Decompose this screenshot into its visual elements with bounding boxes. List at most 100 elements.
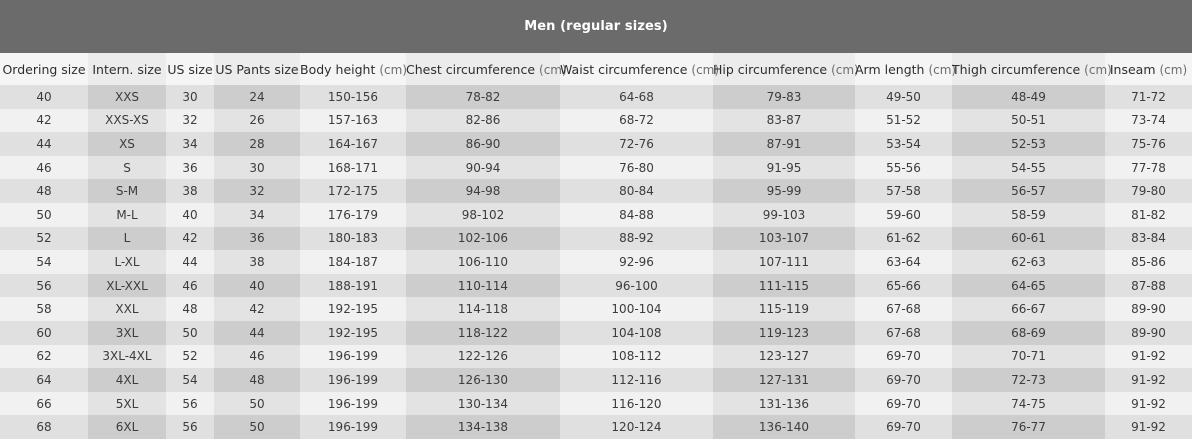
size-chart: Men (regular sizes) Ordering size Intern.… xyxy=(0,0,1192,439)
table-cell: 3XL xyxy=(88,320,166,345)
table-cell: 102-106 xyxy=(406,226,560,251)
table-cell: 46 xyxy=(166,273,214,298)
table-cell: 50 xyxy=(214,415,300,439)
table-row: 62 3XL-4XL 52 46 196-199 122-126 108-112 123-12… xyxy=(0,344,1192,369)
table-cell: 48 xyxy=(166,297,214,321)
table-cell: 67-68 xyxy=(855,320,952,345)
table-cell: 67-68 xyxy=(855,297,952,321)
table-cell: 94-98 xyxy=(406,179,560,203)
table-cell: 72-76 xyxy=(560,132,713,156)
table-cell: 172-175 xyxy=(300,179,406,203)
table-cell: 81-82 xyxy=(1105,202,1192,227)
column-header-label: Inseam xyxy=(1109,61,1156,77)
table-cell: 104-108 xyxy=(560,320,713,345)
table-cell: 87-91 xyxy=(713,132,855,156)
table-cell: 44 xyxy=(214,320,300,345)
table-cell: 48-49 xyxy=(952,85,1105,109)
table-cell: L xyxy=(88,226,166,251)
table-cell: 48 xyxy=(214,368,300,392)
table-cell: 30 xyxy=(166,85,214,109)
table-cell: 26 xyxy=(214,108,300,133)
table-cell: 84-88 xyxy=(560,202,713,227)
column-header-unit: (cm) xyxy=(928,62,957,77)
table-cell: 115-119 xyxy=(713,297,855,321)
table-cell: 168-171 xyxy=(300,155,406,180)
table-cell: 34 xyxy=(166,132,214,156)
table-cell: 89-90 xyxy=(1105,320,1192,345)
table-cell: 71-72 xyxy=(1105,85,1192,109)
table-cell: 42 xyxy=(166,226,214,251)
column-header-unit: (cm) xyxy=(1159,62,1188,77)
table-cell: XS xyxy=(88,132,166,156)
table-cell: 70-71 xyxy=(952,344,1105,369)
table-cell: 69-70 xyxy=(855,391,952,416)
column-header-unit: (cm) xyxy=(539,62,567,77)
table-cell: 196-199 xyxy=(300,368,406,392)
table-cell: 52 xyxy=(166,344,214,369)
table-cell: 77-78 xyxy=(1105,155,1192,180)
table-cell: 73-74 xyxy=(1105,108,1192,133)
table-cell: 30 xyxy=(214,155,300,180)
table-cell: 56-57 xyxy=(952,179,1105,203)
column-header-7: Hip circumference (cm) xyxy=(713,53,859,85)
table-cell: 196-199 xyxy=(300,344,406,369)
table-row: 56 XL-XXL 46 40 188-191 110-114 96-100 111-115 6… xyxy=(0,273,1192,298)
table-cell: 60 xyxy=(0,320,88,345)
table-cell: 59-60 xyxy=(855,202,952,227)
table-row: 52 L 42 36 180-183 102-106 88-92 103-107 61-62 60… xyxy=(0,226,1192,251)
column-header-1: Intern. size xyxy=(88,53,166,85)
table-row: 42 XXS-XS 32 26 157-163 82-86 68-72 83-87 51-52 5… xyxy=(0,108,1192,133)
table-cell: 61-62 xyxy=(855,226,952,251)
table-cell: 44 xyxy=(166,250,214,274)
table-cell: 111-115 xyxy=(713,273,855,298)
table-cell: 56 xyxy=(166,391,214,416)
table-cell: 150-156 xyxy=(300,85,406,109)
table-cell: 6XL xyxy=(88,415,166,439)
table-cell: 44 xyxy=(0,132,88,156)
table-cell: 192-195 xyxy=(300,320,406,345)
table-row: 46 S 36 30 168-171 90-94 76-80 91-95 55-56 54-55 7… xyxy=(0,155,1192,180)
column-header-6: Waist circumference (cm) xyxy=(560,53,719,85)
table-cell: 92-96 xyxy=(560,250,713,274)
table-cell: 36 xyxy=(166,155,214,180)
table-cell: 50-51 xyxy=(952,108,1105,133)
size-table: Ordering size Intern. size US size US Pants… xyxy=(0,53,1192,439)
table-cell: 79-83 xyxy=(713,85,855,109)
column-header-4: Body height (cm) xyxy=(300,53,407,85)
table-cell: 83-84 xyxy=(1105,226,1192,251)
table-cell: 100-104 xyxy=(560,297,713,321)
table-cell: 75-76 xyxy=(1105,132,1192,156)
table-cell: 196-199 xyxy=(300,415,406,439)
column-header-label: US size xyxy=(167,61,213,77)
table-cell: 55-56 xyxy=(855,155,952,180)
table-cell: 54-55 xyxy=(952,155,1105,180)
table-cell: 112-116 xyxy=(560,368,713,392)
table-cell: 56 xyxy=(0,273,88,298)
table-cell: 107-111 xyxy=(713,250,855,274)
table-cell: 82-86 xyxy=(406,108,560,133)
column-header-unit: (cm) xyxy=(831,62,859,77)
table-cell: 68 xyxy=(0,415,88,439)
table-cell: 46 xyxy=(0,155,88,180)
column-header-5: Chest circumference (cm) xyxy=(406,53,567,85)
table-cell: 83-87 xyxy=(713,108,855,133)
column-header-0: Ordering size xyxy=(0,53,88,85)
column-header-label: Hip circumference xyxy=(713,61,828,77)
column-header-label: Arm length xyxy=(855,61,925,77)
table-cell: 34 xyxy=(214,202,300,227)
table-cell: 164-167 xyxy=(300,132,406,156)
table-cell: 157-163 xyxy=(300,108,406,133)
table-cell: 72-73 xyxy=(952,368,1105,392)
table-cell: 69-70 xyxy=(855,368,952,392)
column-header-unit: (cm) xyxy=(691,62,720,77)
table-cell: 69-70 xyxy=(855,344,952,369)
table-cell: 62 xyxy=(0,344,88,369)
table-cell: 80-84 xyxy=(560,179,713,203)
column-header-8: Arm length (cm) xyxy=(855,53,956,85)
table-cell: 50 xyxy=(214,391,300,416)
page-title: Men (regular sizes) xyxy=(524,19,668,34)
table-cell: 106-110 xyxy=(406,250,560,274)
table-cell: 64-68 xyxy=(560,85,713,109)
table-cell: 116-120 xyxy=(560,391,713,416)
table-cell: 28 xyxy=(214,132,300,156)
